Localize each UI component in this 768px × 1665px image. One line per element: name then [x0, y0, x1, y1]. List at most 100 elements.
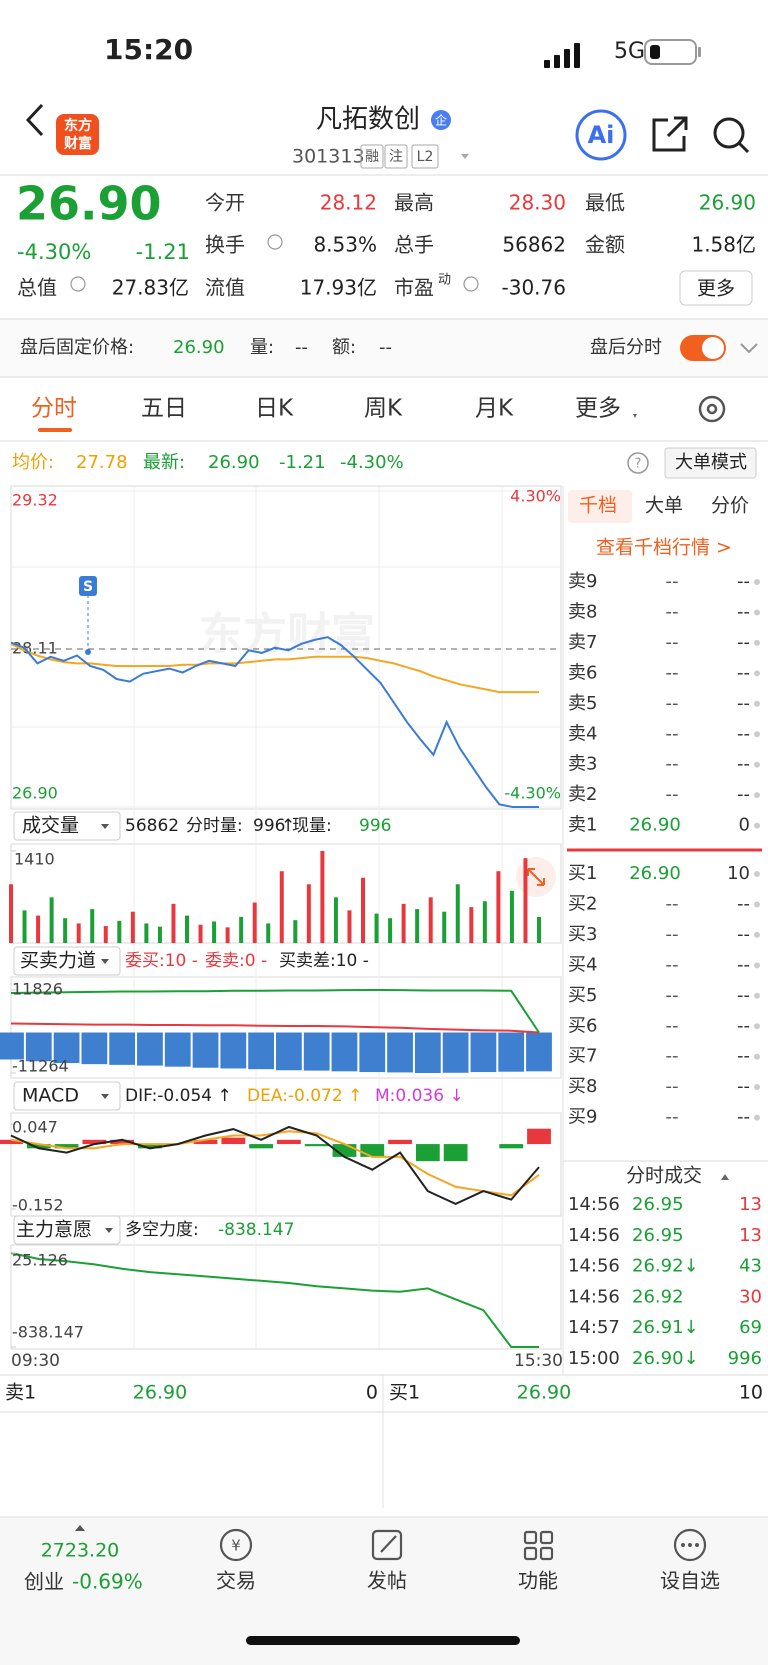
book-dot [754, 792, 760, 799]
value: 26.90 [208, 452, 260, 473]
indicator-select[interactable] [13, 946, 121, 976]
indicator-select[interactable] [13, 811, 121, 841]
volume-bar [117, 920, 122, 943]
book-volume: -- [737, 893, 750, 914]
tab[interactable]: 五日 [141, 396, 187, 422]
chevron[interactable] [740, 343, 758, 354]
book-price: -- [666, 784, 679, 805]
price-line [10, 636, 539, 808]
book-price: -- [666, 924, 679, 945]
avg-line [10, 642, 539, 694]
active-tab[interactable] [568, 490, 632, 523]
settings-button[interactable] [698, 395, 726, 423]
nav-item[interactable]: 设自选 [660, 1569, 720, 1593]
y-tick-label: 28.11 [12, 639, 58, 658]
book-tab[interactable]: 千档 [579, 495, 617, 517]
tab[interactable]: 更多 [575, 396, 621, 422]
net-bar [359, 1032, 386, 1073]
mode-button[interactable]: 大单模式 [675, 452, 747, 473]
nav-item[interactable]: 功能 [518, 1569, 558, 1593]
dropdown-icon[interactable] [461, 154, 469, 159]
tab[interactable]: 月K [475, 396, 514, 422]
info-icon[interactable] [70, 276, 86, 292]
book-dot [754, 992, 760, 999]
field-value: 8.53% [313, 233, 377, 257]
volume-bar [415, 909, 420, 943]
help-icon[interactable] [627, 452, 649, 474]
info-icon[interactable] [463, 276, 479, 292]
indicator-name[interactable]: 成交量 [22, 815, 79, 837]
y-tick-label: 25.126 [12, 1251, 68, 1270]
tab[interactable]: 分时 [31, 396, 77, 422]
more-button[interactable]: 更多 [697, 278, 735, 300]
sort-icon[interactable] [721, 1174, 729, 1180]
volume-bar [361, 877, 365, 943]
macd-bar [54, 1144, 79, 1149]
value: -- [379, 337, 392, 358]
tab[interactable]: 周K [364, 396, 403, 422]
tag-box [360, 144, 384, 169]
mode-button[interactable] [664, 447, 757, 479]
trade-price: 26.91↓ [632, 1317, 699, 1338]
logo[interactable] [56, 114, 99, 155]
book-volume: -- [737, 985, 750, 1006]
x-tick-label: 15:30 [514, 1351, 563, 1371]
book-price: -- [666, 1015, 679, 1036]
nav-item[interactable]: 交易 [216, 1569, 256, 1593]
badge: 企 [435, 113, 447, 128]
trade-time: 14:57 [568, 1317, 620, 1338]
book-price: -- [666, 1107, 679, 1128]
book-dot [754, 1023, 760, 1030]
macd-bar [221, 1137, 246, 1145]
indicator-name[interactable]: 买卖力道 [20, 950, 96, 972]
net-bar [498, 1032, 525, 1072]
net-bar [442, 1032, 469, 1073]
marker[interactable] [79, 576, 97, 596]
indicator-select[interactable] [13, 1215, 121, 1245]
indicator-select[interactable] [13, 1081, 121, 1111]
net-bar [109, 1032, 136, 1065]
tab[interactable]: 日K [255, 396, 294, 422]
book-dot [754, 579, 760, 585]
book-dot [754, 901, 760, 908]
back-button[interactable] [25, 103, 44, 137]
info-icon[interactable] [267, 234, 283, 250]
macd-bar [499, 1144, 524, 1149]
dropdown-icon[interactable] [633, 414, 637, 418]
trade-volume: 996 [728, 1348, 762, 1369]
indicator-name[interactable]: MACD [22, 1085, 79, 1107]
ai-button[interactable] [575, 109, 627, 161]
book-volume: -- [737, 1015, 750, 1036]
volume-bar [198, 924, 203, 943]
label: 56862 [125, 816, 179, 836]
book-tab[interactable]: 大单 [645, 495, 683, 517]
net-bar [192, 1032, 219, 1068]
index-value[interactable]: 2723.20 [41, 1540, 120, 1562]
label: 量: [250, 337, 274, 358]
ai-label[interactable]: Ai [588, 121, 615, 149]
book-link[interactable]: 查看千档行情 > [596, 537, 732, 559]
volume-bar [523, 858, 528, 943]
trade-time: 15:00 [568, 1348, 620, 1369]
book-price: -- [666, 893, 679, 914]
book-label: 买7 [568, 1046, 597, 1067]
book-label: 买6 [568, 1015, 597, 1036]
signal-icon [544, 43, 580, 68]
more-button[interactable] [679, 270, 753, 306]
book-price: -- [666, 632, 679, 653]
field-value: -30.76 [502, 276, 566, 300]
macd-bar [26, 1144, 51, 1149]
nav-item[interactable]: 发帖 [367, 1569, 407, 1593]
expand-icon[interactable] [75, 1525, 85, 1531]
share-button[interactable] [652, 116, 688, 152]
tag-box [411, 144, 439, 169]
label: 均价: [12, 452, 54, 473]
book-tab[interactable]: 分价 [711, 495, 749, 517]
label: 现量: [292, 816, 332, 836]
indicator-name[interactable]: 主力意愿 [16, 1219, 92, 1241]
y-tick-label: 0.047 [12, 1118, 58, 1137]
search-button[interactable] [713, 117, 750, 154]
label: 多空力度: [125, 1220, 199, 1240]
book-dot [754, 639, 760, 646]
volume-bar [320, 851, 325, 943]
